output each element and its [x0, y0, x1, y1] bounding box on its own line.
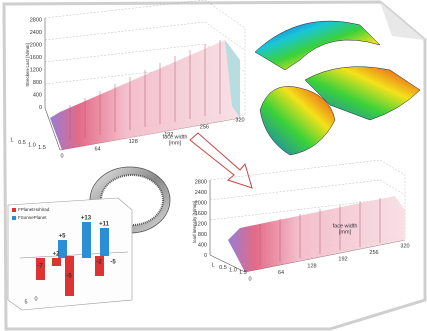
bar-label: -7	[37, 264, 43, 270]
y-tick-label: 2400	[30, 30, 42, 36]
y-axis-title: load intensity [N/mm]	[192, 201, 197, 243]
bar-label: +11	[99, 222, 110, 228]
depth-tick-label: L	[211, 262, 214, 268]
y-axis-title: Strecken-Last [N/mm]	[25, 43, 30, 87]
x-axis-unit: [mm]	[339, 229, 352, 235]
collage: 280024002000160012008004000L0.51.01.5064…	[0, 0, 427, 331]
x-tick-label: 64	[278, 270, 284, 276]
x-tick-label: 64	[95, 146, 101, 152]
bar-label: -5	[66, 274, 72, 280]
x-tick-label: 0	[248, 276, 251, 282]
depth-tick-label: 1.0	[28, 142, 36, 148]
depth-tick-label: 0.5	[18, 140, 26, 146]
bar-label: -2	[96, 260, 102, 266]
y-tick-label: 2000	[30, 42, 42, 48]
x-tick-label: 0	[60, 153, 63, 159]
x-tick-label: 320	[235, 117, 244, 123]
y-tick-label: 2400	[195, 190, 207, 196]
bar-label: -5	[110, 260, 116, 266]
axis-label: 5	[24, 299, 27, 305]
y-tick-label: 1200	[30, 67, 42, 73]
x-axis-unit: [mm]	[169, 140, 182, 146]
x-tick-label: 256	[369, 250, 378, 256]
bar-label: +13	[81, 216, 92, 222]
legend-label: FSonnePlanet	[18, 215, 47, 220]
y-tick-label: 400	[33, 92, 42, 98]
depth-tick-label: 1.0	[229, 267, 237, 273]
x-tick-label: 192	[338, 257, 347, 263]
y-tick-label: 800	[33, 80, 42, 86]
depth-tick-label: 1.5	[239, 270, 247, 276]
depth-tick-label: L	[10, 137, 13, 143]
y-tick-label: 0	[39, 105, 42, 111]
y-tick-label: 2800	[30, 17, 42, 23]
y-tick-label: 2800	[195, 179, 207, 185]
y-tick-label: 1600	[30, 55, 42, 61]
y-tick-label: 800	[198, 232, 207, 238]
depth-tick-label: 0.5	[219, 265, 227, 271]
y-tick-label: 0	[204, 253, 207, 259]
axis-label: 0	[34, 296, 37, 302]
bar-label: +5	[59, 234, 67, 240]
x-tick-label: 128	[307, 263, 316, 269]
x-tick-label: 320	[400, 243, 409, 249]
x-tick-label: 256	[200, 125, 209, 131]
bar-label: +2	[53, 252, 61, 258]
y-tick-label: 400	[198, 242, 207, 248]
depth-tick-label: 1.5	[38, 145, 46, 151]
x-tick-label: 128	[129, 139, 138, 145]
legend-label: FPlanetHohlrad	[18, 207, 50, 212]
